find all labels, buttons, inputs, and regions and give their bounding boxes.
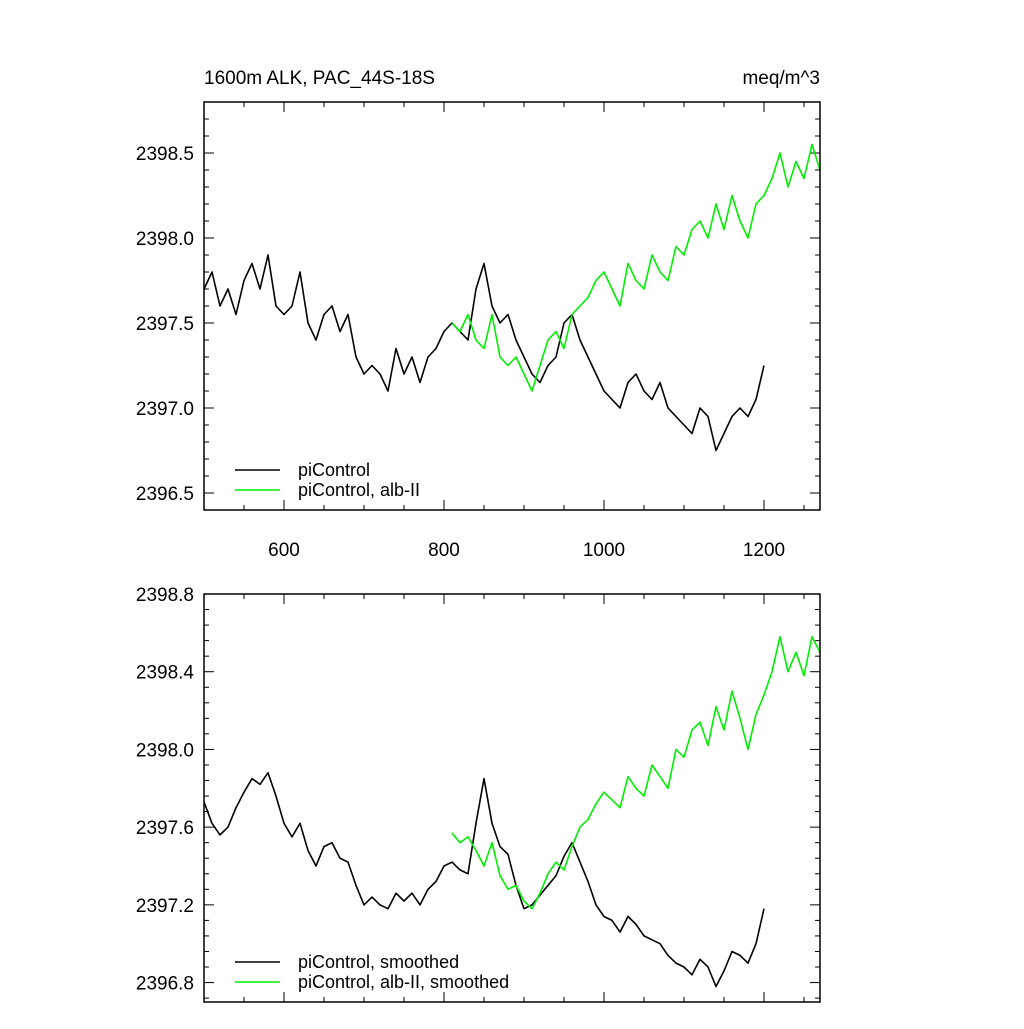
bottom-panel-frame <box>203 593 821 1003</box>
legend-label-alb-ii: piControl, alb-II <box>298 480 420 500</box>
series-line-1-1 <box>451 635 821 910</box>
x-tick-label: 1000 <box>583 540 625 561</box>
y-tick-label: 2398.0 <box>136 740 194 761</box>
y-tick-label: 2398.4 <box>136 663 195 684</box>
y-tick-label: 2397.6 <box>136 818 194 839</box>
y-tick-label: 2397.0 <box>136 399 194 420</box>
top-panel: 1600m ALK, PAC_44S-18S meq/m^3 2396.5239… <box>136 68 821 561</box>
x-tick-label: 600 <box>268 540 300 561</box>
y-tick-label: 2397.5 <box>136 314 194 335</box>
bottom-panel: 2396.8 2397.2 2397.6 2398.0 2398.4 2398.8 piC… <box>136 585 821 1003</box>
bottom-legend: piControl, smoothed piControl, alb-II, s… <box>235 952 509 992</box>
series-line-1-0 <box>203 771 765 988</box>
top-panel-ticks: 2396.5 2397.0 2397.5 2398.0 2398.5 600 800 1000… <box>136 101 820 561</box>
bottom-panel-series <box>203 635 821 988</box>
x-tick-label: 1200 <box>743 540 785 561</box>
y-tick-label: 2398.5 <box>136 144 194 165</box>
bottom-panel-ticks: 2396.8 2397.2 2397.6 2398.0 2398.4 2398.8 <box>136 585 820 1002</box>
top-panel-frame <box>203 101 821 511</box>
y-tick-label: 2397.2 <box>136 896 194 917</box>
x-tick-label: 800 <box>428 540 460 561</box>
series-line-0-1 <box>451 143 821 392</box>
y-tick-label: 2398.8 <box>136 585 194 606</box>
y-tick-label: 2396.8 <box>136 974 194 995</box>
legend-label-picontrol: piControl <box>298 460 370 480</box>
units-label: meq/m^3 <box>742 68 820 89</box>
series-line-0-0 <box>203 254 765 452</box>
top-panel-series <box>203 143 821 452</box>
y-tick-label: 2396.5 <box>136 484 194 505</box>
top-legend: piControl piControl, alb-II <box>235 460 420 500</box>
legend-label-alb-ii-smoothed: piControl, alb-II, smoothed <box>298 972 509 992</box>
y-tick-label: 2398.0 <box>136 229 194 250</box>
chart-title: 1600m ALK, PAC_44S-18S <box>204 68 435 89</box>
legend-label-picontrol-smoothed: piControl, smoothed <box>298 952 459 972</box>
